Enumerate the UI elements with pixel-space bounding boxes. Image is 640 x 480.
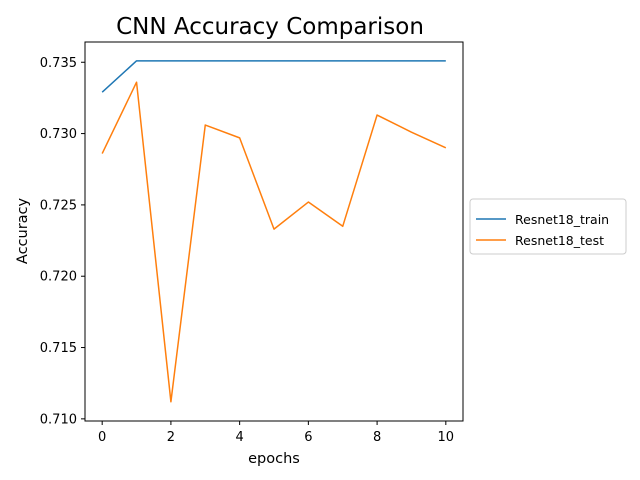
y-tick-label: 0.720 <box>40 270 77 285</box>
y-tick-label: 0.715 <box>40 341 77 356</box>
plot-frame <box>84 41 464 422</box>
x-axis: 0 2 4 6 8 10 <box>98 421 454 445</box>
series-lines <box>101 60 447 403</box>
legend-box <box>469 198 627 255</box>
x-tick-label: 0 <box>98 430 106 445</box>
series-line-train <box>101 60 446 93</box>
y-tick-label: 0.735 <box>40 56 77 71</box>
series-line-test <box>101 81 447 403</box>
x-tick-label: 4 <box>235 430 243 445</box>
plot-area <box>84 41 464 422</box>
x-tick-label: 6 <box>304 430 312 445</box>
y-tick-label: 0.730 <box>40 127 77 142</box>
y-tick-label: 0.725 <box>40 198 77 213</box>
y-axis-label: Accuracy <box>15 197 31 264</box>
x-tick-label: 8 <box>373 430 381 445</box>
x-tick-label: 2 <box>167 430 175 445</box>
legend: Resnet18_train Resnet18_test <box>469 198 627 255</box>
legend-label-test: Resnet18_test <box>515 233 604 248</box>
x-tick-label: 10 <box>438 430 455 445</box>
chart-title: CNN Accuracy Comparison <box>116 14 424 40</box>
y-tick-label: 0.710 <box>40 412 77 427</box>
x-axis-label: epochs <box>248 451 300 467</box>
y-axis: 0.710 0.715 0.720 0.725 0.730 0.735 <box>40 56 85 427</box>
legend-label-train: Resnet18_train <box>515 212 609 227</box>
